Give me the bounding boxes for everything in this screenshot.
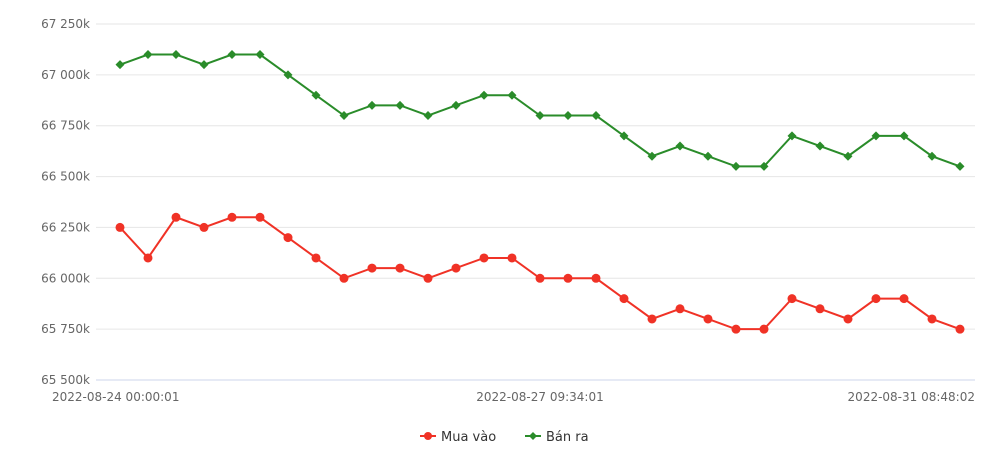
data-point — [815, 141, 825, 151]
data-point — [871, 294, 881, 304]
y-axis-ticks: 65 500k 65 750k 66 000k 66 250k 66 500k 66 75… — [41, 17, 90, 387]
data-point — [759, 324, 769, 334]
data-point — [395, 100, 405, 110]
data-point — [283, 70, 293, 80]
legend: Mua vào Bán ra — [420, 430, 589, 445]
data-point — [703, 314, 713, 324]
legend-label: Mua vào — [441, 430, 496, 445]
data-point — [731, 324, 741, 334]
data-point — [619, 131, 629, 141]
legend-label: Bán ra — [546, 430, 589, 445]
data-point — [311, 253, 321, 263]
data-point — [927, 314, 937, 324]
data-point — [451, 263, 461, 273]
grid — [96, 23, 975, 381]
data-point — [703, 151, 713, 161]
data-point — [955, 161, 965, 171]
data-point — [479, 90, 489, 100]
data-point — [227, 212, 237, 222]
data-point — [199, 60, 209, 70]
data-point — [423, 111, 433, 121]
data-point — [424, 432, 432, 440]
data-point — [451, 100, 461, 110]
data-point — [787, 294, 797, 304]
data-point — [423, 273, 433, 283]
data-point — [311, 90, 321, 100]
series-line — [119, 53, 961, 168]
series-group — [115, 50, 965, 334]
data-point — [227, 50, 237, 60]
data-point — [871, 131, 881, 141]
x-tick-label: 2022-08-24 00:00:01 — [52, 390, 179, 404]
data-point — [955, 324, 965, 334]
data-point — [115, 60, 125, 70]
data-point — [787, 131, 797, 141]
legend-item-ban-ra[interactable]: Bán ra — [525, 430, 589, 445]
legend-item-mua-vao[interactable]: Mua vào — [420, 430, 496, 445]
data-point — [619, 294, 629, 304]
x-tick-label: 2022-08-27 09:34:01 — [476, 390, 603, 404]
data-point — [507, 253, 517, 263]
y-tick-label: 66 250k — [41, 220, 90, 234]
data-point — [143, 50, 153, 60]
data-point — [563, 111, 573, 121]
data-point — [283, 233, 293, 243]
x-tick-label: 2022-08-31 08:48:02 — [848, 390, 975, 404]
series-line — [119, 216, 961, 331]
data-point — [899, 294, 909, 304]
y-tick-label: 66 000k — [41, 271, 90, 285]
data-point — [255, 212, 265, 222]
data-point — [199, 222, 209, 232]
data-point — [675, 304, 685, 314]
data-point — [339, 111, 349, 121]
data-point — [591, 111, 601, 121]
y-tick-label: 65 750k — [41, 322, 90, 336]
data-point — [171, 50, 181, 60]
y-tick-label: 67 000k — [41, 68, 90, 82]
data-point — [367, 100, 377, 110]
data-point — [759, 161, 769, 171]
data-point — [529, 432, 537, 440]
series-mua-vao — [115, 212, 965, 334]
data-point — [563, 273, 573, 283]
data-point — [395, 263, 405, 273]
data-point — [843, 151, 853, 161]
data-point — [647, 314, 657, 324]
data-point — [339, 273, 349, 283]
data-point — [255, 50, 265, 60]
data-point — [843, 314, 853, 324]
data-point — [535, 273, 545, 283]
data-point — [367, 263, 377, 273]
data-point — [535, 111, 545, 121]
y-tick-label: 65 500k — [41, 373, 90, 387]
y-tick-label: 66 750k — [41, 119, 90, 133]
data-point — [591, 273, 601, 283]
data-point — [815, 304, 825, 314]
y-tick-label: 66 500k — [41, 170, 90, 184]
data-point — [927, 151, 937, 161]
data-point — [115, 222, 125, 232]
x-axis-ticks: 2022-08-24 00:00:01 2022-08-27 09:34:01 20… — [52, 390, 975, 404]
data-point — [171, 212, 181, 222]
data-point — [143, 253, 153, 263]
data-point — [731, 161, 741, 171]
data-point — [675, 141, 685, 151]
series-ban-ra — [115, 50, 965, 171]
y-tick-label: 67 250k — [41, 17, 90, 31]
data-point — [899, 131, 909, 141]
data-point — [479, 253, 489, 263]
data-point — [507, 90, 517, 100]
data-point — [647, 151, 657, 161]
